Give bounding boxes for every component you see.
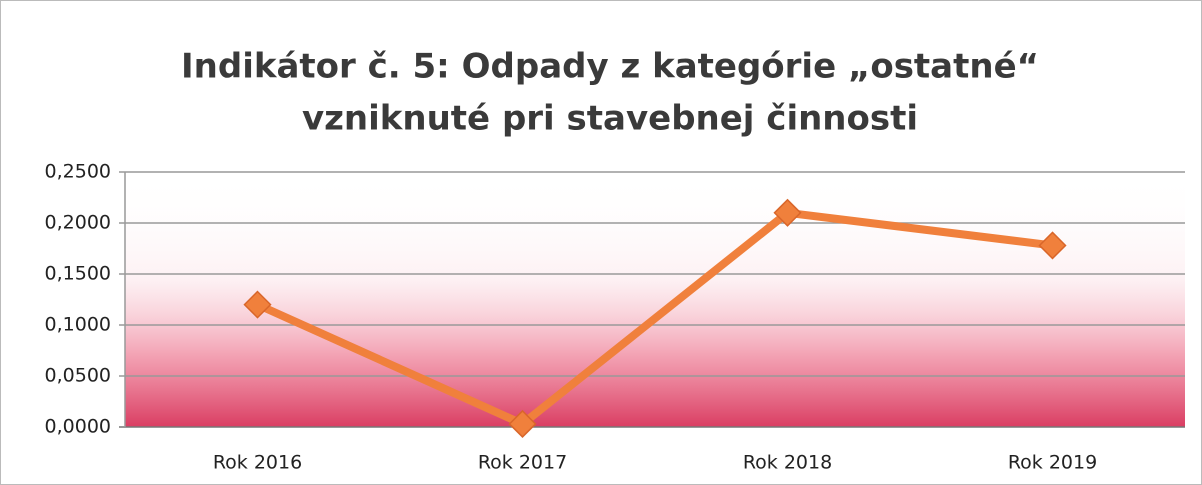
x-tick-label: Rok 2018 — [743, 452, 832, 474]
x-tick-label: Rok 2016 — [213, 452, 302, 474]
y-tick-label: 0,1000 — [45, 314, 111, 336]
y-tick-label: 0,1500 — [45, 263, 111, 285]
plot-background — [125, 172, 1185, 427]
chart-title: Indikátor č. 5: Odpady z kategórie „osta… — [181, 47, 1039, 87]
y-tick-label: 0,2500 — [45, 161, 111, 183]
x-tick-label: Rok 2017 — [478, 452, 567, 474]
y-tick-label: 0,2000 — [45, 212, 111, 234]
line — [255, 208, 1053, 428]
marker — [773, 198, 802, 227]
y-tick-label: 0,0500 — [45, 365, 111, 387]
chart-title: vzniknuté pri stavebnej činnosti — [302, 99, 918, 139]
marker — [508, 409, 537, 439]
x-tick-label: Rok 2019 — [1008, 452, 1097, 474]
marker — [243, 290, 272, 319]
y-tick-label: 0,0000 — [45, 416, 111, 438]
marker — [1038, 231, 1067, 260]
